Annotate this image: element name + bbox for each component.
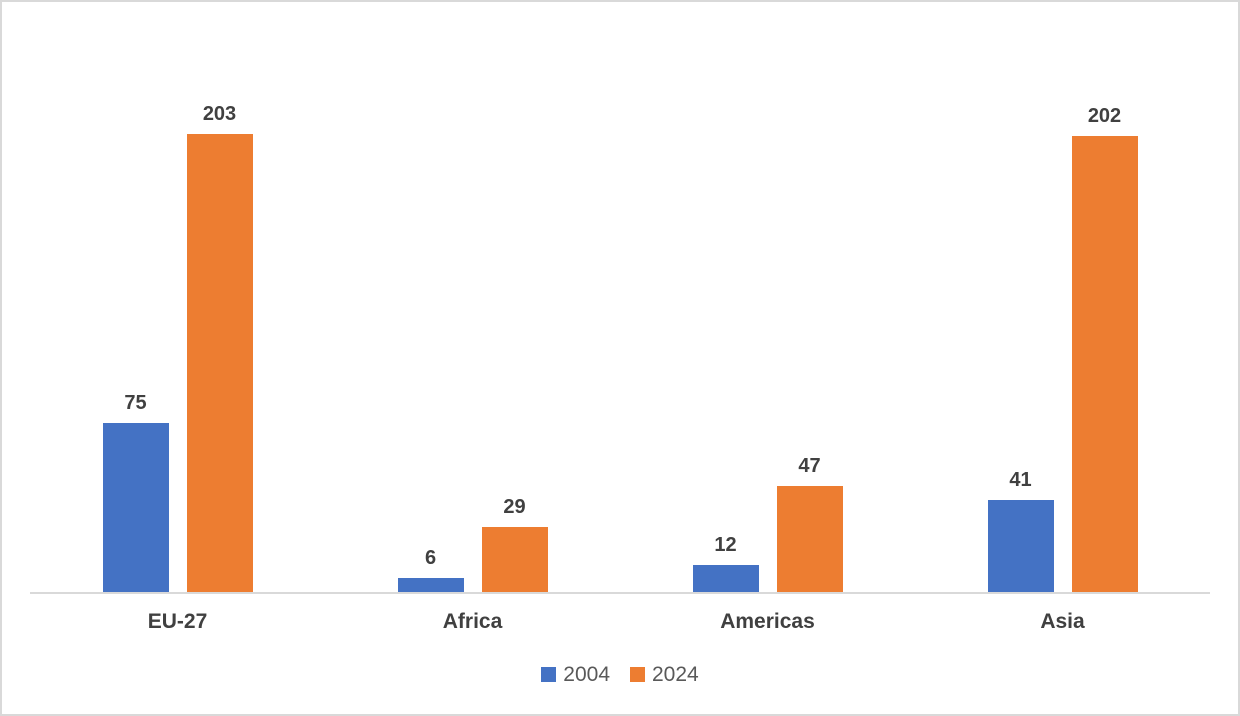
bar-2024-africa: [481, 526, 548, 592]
category-label-africa: Africa: [442, 610, 503, 633]
bar-2004-africa: [397, 578, 464, 592]
bar-group-asia: 41 202: [915, 32, 1210, 592]
data-label-2004-asia: 41: [1009, 468, 1032, 491]
legend-item-2004: 2004: [541, 664, 610, 685]
legend-item-2024: 2024: [630, 664, 699, 685]
bar-2004-americas: [692, 564, 759, 592]
data-label-2024-asia: 202: [1087, 105, 1122, 128]
x-axis-line: [30, 592, 1210, 594]
category-label-eu-27: EU-27: [147, 610, 208, 633]
bar-2024-americas: [776, 485, 843, 592]
legend-label-2004: 2004: [563, 663, 610, 686]
bar-2004-eu-27: [102, 422, 169, 592]
data-label-2004-americas: 12: [714, 533, 737, 556]
category-axis-labels: EU-27 Africa Americas Asia: [30, 610, 1210, 636]
bar-2024-asia: [1071, 136, 1138, 592]
bar-group-americas: 12 47: [620, 32, 915, 592]
data-label-2004-eu-27: 75: [124, 391, 147, 414]
category-label-asia: Asia: [1040, 610, 1085, 633]
legend-swatch-2004: [541, 667, 557, 682]
chart-legend: 2004 2024: [2, 664, 1238, 685]
bar-group-africa: 6 29: [325, 32, 620, 592]
data-label-2024-africa: 29: [503, 495, 526, 518]
data-label-2024-eu-27: 203: [202, 103, 237, 125]
plot-area: 75 203 6 29 12 47 41 202: [30, 32, 1210, 594]
bar-2024-eu-27: [186, 134, 253, 592]
data-label-2004-africa: 6: [424, 547, 437, 570]
data-label-2024-americas: 47: [798, 454, 821, 477]
bar-group-eu-27: 75 203: [30, 32, 325, 592]
bar-2004-asia: [987, 499, 1054, 592]
legend-swatch-2024: [630, 667, 645, 682]
category-label-americas: Americas: [720, 610, 815, 633]
legend-label-2024: 2024: [652, 663, 699, 686]
